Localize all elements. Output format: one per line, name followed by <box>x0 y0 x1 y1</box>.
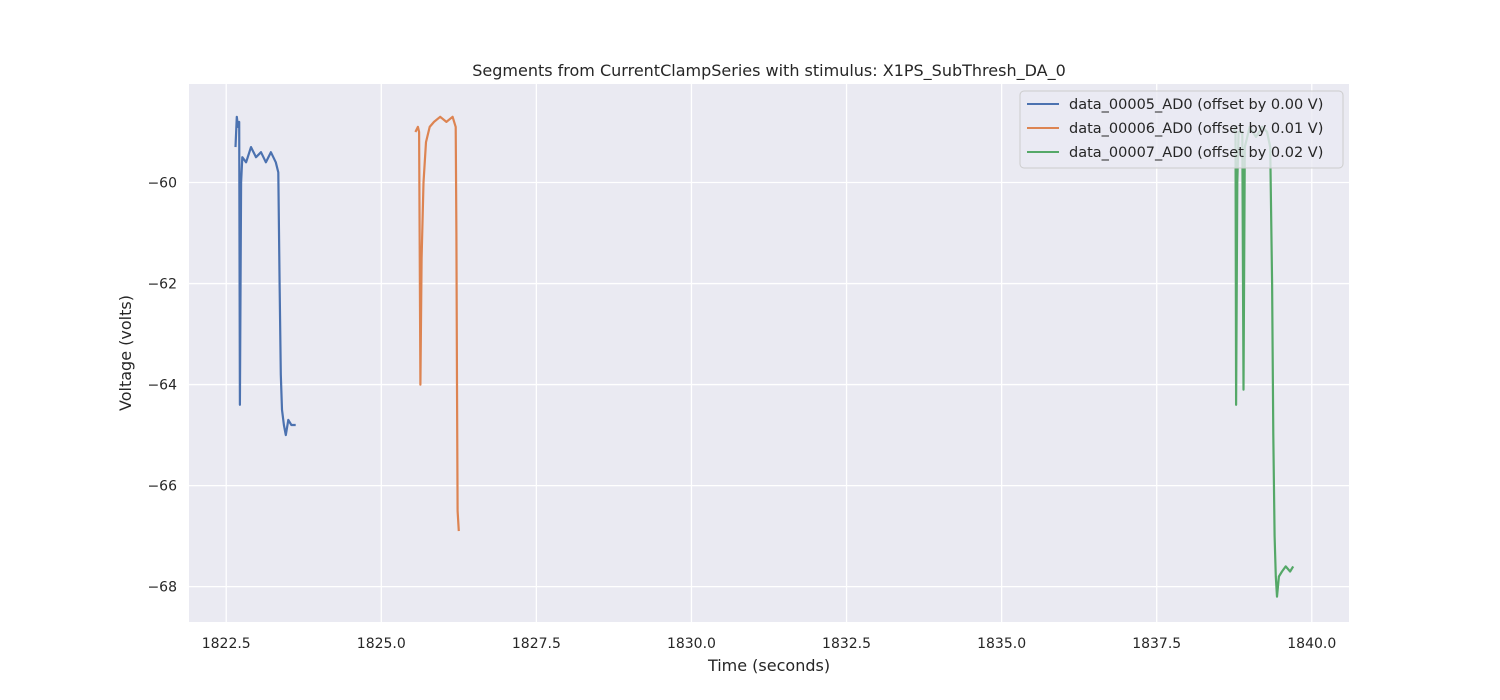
legend-box <box>1019 90 1344 169</box>
y-tick-label: −64 <box>147 378 177 394</box>
chart-title: Segments from CurrentClampSeries with st… <box>472 61 1066 81</box>
y-gridlines <box>189 181 1349 588</box>
legend-label-0: data_00005_AD0 (offset by 0.00 V) <box>1069 97 1323 113</box>
x-tick-label: 1827.5 <box>512 636 561 652</box>
x-tick-label: 1840.0 <box>1287 636 1336 652</box>
x-tick-label: 1830.0 <box>667 636 716 652</box>
legend-label-2: data_00007_AD0 (offset by 0.02 V) <box>1069 145 1323 161</box>
legend: data_00005_AD0 (offset by 0.00 V) data_0… <box>1019 90 1344 169</box>
y-tick-label: −62 <box>147 277 177 293</box>
x-tick-label: 1835.0 <box>977 636 1026 652</box>
x-tick-label: 1822.5 <box>202 636 251 652</box>
plot-background <box>189 84 1349 622</box>
x-tick-label: 1837.5 <box>1132 636 1181 652</box>
y-tick-labels: −68 −66 −64 −62 −60 <box>147 176 177 596</box>
x-tick-label: 1832.5 <box>822 636 871 652</box>
x-axis-label: Time (seconds) <box>707 656 830 675</box>
y-tick-label: −66 <box>147 479 177 495</box>
y-tick-label: −60 <box>147 176 177 192</box>
x-tick-label: 1825.0 <box>357 636 406 652</box>
y-axis-label: Voltage (volts) <box>116 295 135 411</box>
series-line-1 <box>414 115 460 532</box>
x-gridlines <box>225 84 1313 622</box>
x-tick-labels: 1822.5 1825.0 1827.5 1830.0 1832.5 1835.0 1837… <box>202 636 1337 652</box>
series-line-0 <box>234 115 296 437</box>
legend-label-1: data_00006_AD0 (offset by 0.01 V) <box>1069 121 1323 137</box>
y-tick-label: −68 <box>147 580 177 596</box>
